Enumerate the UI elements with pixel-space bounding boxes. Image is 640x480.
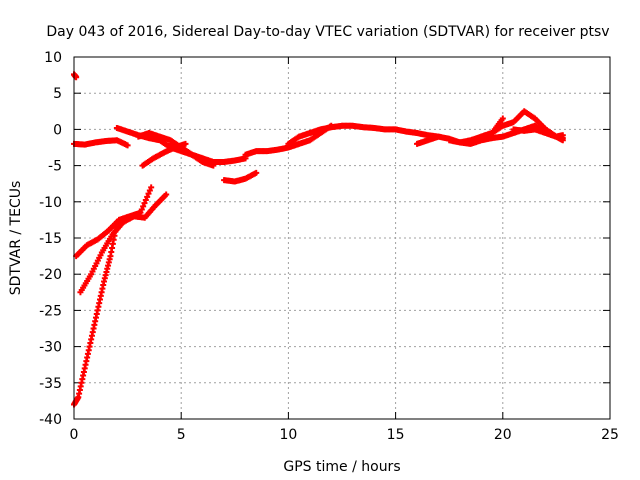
y-tick-labels: -40 -35 -30 -25 -20 -15 -10 -5 0 5 10 xyxy=(39,50,62,428)
x-tick-labels: 0 5 10 15 20 25 xyxy=(70,427,619,443)
y-tick-label: 10 xyxy=(44,50,62,66)
y-tick-label: -10 xyxy=(39,195,62,211)
x-tick-label: 15 xyxy=(387,427,405,443)
series-track-b xyxy=(71,137,131,149)
data-point xyxy=(210,162,217,169)
data-point xyxy=(144,193,151,200)
plot-frame xyxy=(73,56,611,420)
data-point xyxy=(142,196,149,203)
data-point xyxy=(559,132,566,139)
series-track-j xyxy=(221,169,260,185)
y-tick-label: -30 xyxy=(39,340,62,356)
series-track-l xyxy=(285,122,442,147)
series-track-p xyxy=(510,126,566,140)
data-point xyxy=(253,169,260,176)
data-point xyxy=(146,187,153,194)
data-point xyxy=(124,142,131,149)
data-point xyxy=(163,191,170,198)
y-tick-label: -15 xyxy=(39,231,62,247)
data-point xyxy=(148,184,155,191)
x-tick-label: 25 xyxy=(601,427,619,443)
y-tick-label: -35 xyxy=(39,376,62,392)
series-track-i xyxy=(167,140,217,169)
x-tick-label: 0 xyxy=(70,427,79,443)
data-point xyxy=(141,200,148,207)
y-tick-label: -25 xyxy=(39,303,62,319)
chart-title: Day 043 of 2016, Sidereal Day-to-day VTE… xyxy=(46,24,609,40)
data-point xyxy=(140,203,147,210)
x-axis-label: GPS time / hours xyxy=(283,459,400,475)
x-tick-label: 20 xyxy=(494,427,512,443)
y-axis-label: SDTVAR / TECUs xyxy=(8,181,24,296)
y-tick-label: -40 xyxy=(39,412,62,428)
x-tick-label: 10 xyxy=(279,427,297,443)
y-tick-label: -20 xyxy=(39,267,62,283)
series-points xyxy=(71,71,566,408)
data-point xyxy=(138,206,145,213)
data-point xyxy=(499,115,506,122)
data-point xyxy=(145,190,152,197)
series-track-e xyxy=(77,191,170,296)
y-tick-label: -5 xyxy=(48,159,62,175)
data-point xyxy=(182,140,189,147)
y-tick-label: 5 xyxy=(53,86,62,102)
y-tick-label: 0 xyxy=(53,122,62,138)
x-tick-label: 5 xyxy=(177,427,186,443)
